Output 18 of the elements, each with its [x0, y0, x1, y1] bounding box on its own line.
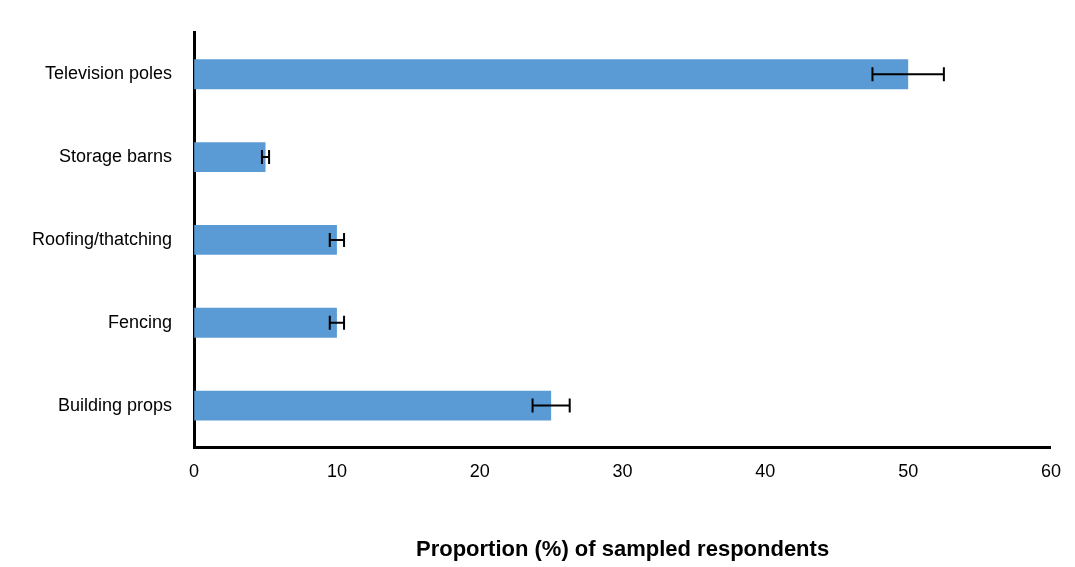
x-tick-label: 50: [898, 460, 919, 481]
y-tick-label: Roofing/thatching: [31, 228, 173, 249]
x-tick-label: 60: [1040, 460, 1061, 481]
bar: [194, 142, 266, 172]
y-tick-label: Fencing: [108, 311, 173, 332]
x-tick-label: 0: [189, 460, 200, 481]
x-tick-label: 20: [469, 460, 490, 481]
x-tick-label: 30: [612, 460, 633, 481]
x-tick-label: 10: [326, 460, 347, 481]
y-tick-label: Building props: [58, 394, 173, 415]
bar: [194, 224, 337, 255]
x-axis-title: Proportion (%) of sampled respondents: [415, 535, 830, 561]
bar: [194, 59, 909, 90]
bar: [194, 307, 337, 338]
y-tick-label: Television poles: [45, 63, 173, 84]
x-tick-label: 40: [755, 460, 776, 481]
bar: [194, 390, 552, 421]
y-tick-label: Storage barns: [59, 146, 173, 167]
